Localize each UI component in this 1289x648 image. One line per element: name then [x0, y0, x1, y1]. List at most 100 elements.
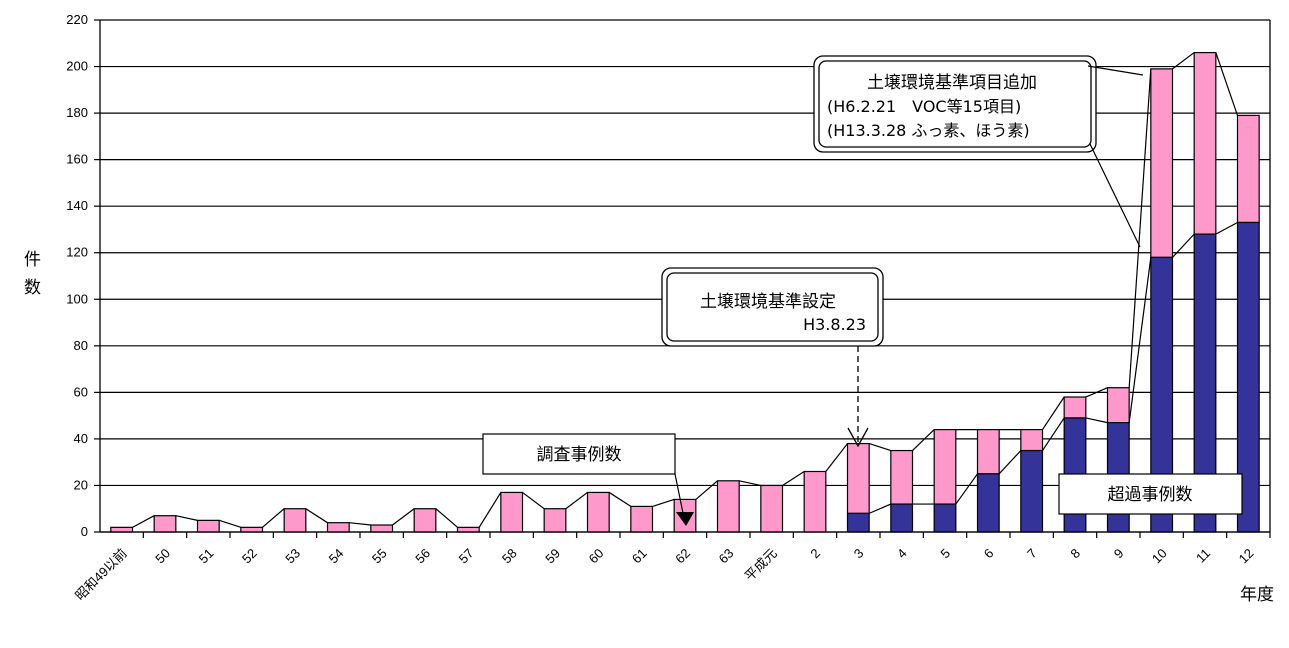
excess-connector-21: [1042, 417, 1065, 451]
x-tick-label-7: 7: [1024, 546, 1040, 562]
legend-excess-label: 超過事例数: [1108, 485, 1193, 505]
bar-survey-平成元: [760, 484, 784, 533]
legend-survey-arrowhead: [676, 512, 694, 526]
series-connector-lines: [132, 52, 1239, 528]
x-tick-label-2: 2: [807, 546, 823, 562]
survey-connector-6: [392, 508, 415, 526]
x-tick-label-60: 60: [586, 546, 607, 567]
bar-survey-60: [586, 491, 610, 533]
x-tick-label-55: 55: [369, 546, 390, 567]
bar-excess-7: [1020, 449, 1044, 533]
bar-survey-11: [1193, 51, 1217, 235]
bar-excess-6: [976, 473, 1000, 533]
y-tick-label-220: 220: [66, 12, 88, 27]
survey-connector-14: [739, 480, 761, 487]
annotation-standard-added-line2: (H6.2.21 VOC等15項目): [827, 97, 1021, 116]
survey-connector-2: [218, 519, 242, 528]
x-tick-label-52: 52: [239, 546, 260, 567]
survey-connector-22: [1085, 387, 1108, 398]
x-axis-label: 年度: [1240, 585, 1274, 605]
y-tick-labels: 0 20 40 60 80 100 120 140 160 180 200 220: [66, 12, 88, 539]
survey-connector-16: [825, 443, 848, 472]
axes: [94, 19, 1271, 538]
x-tick-label-57: 57: [456, 546, 477, 567]
y-tick-label-0: 0: [81, 524, 88, 539]
excess-connector-24: [1172, 233, 1195, 258]
survey-connector-17: [868, 442, 892, 452]
survey-connector-21: [1042, 396, 1065, 430]
bar-survey-51: [196, 519, 220, 533]
x-tick-label-6: 6: [981, 546, 997, 562]
bar-survey-5: [933, 429, 957, 505]
x-tick-label-51: 51: [196, 546, 217, 567]
bar-survey-昭和49以前: [110, 526, 134, 533]
x-tick-label-9: 9: [1111, 546, 1127, 562]
x-tick-label-59: 59: [542, 546, 563, 567]
y-tick-label-20: 20: [74, 477, 88, 492]
excess-connector-19: [955, 473, 978, 505]
x-tick-label-3: 3: [851, 546, 867, 562]
annotation-standard-added-leader-a: [1087, 65, 1144, 76]
x-tick-label-4: 4: [894, 546, 910, 562]
bar-survey-4: [890, 449, 914, 505]
bar-survey-2: [803, 470, 827, 533]
x-tick-label-昭和49以前: 昭和49以前: [72, 546, 130, 604]
bar-survey-59: [543, 508, 567, 533]
bar-survey-52: [240, 526, 264, 533]
x-tick-label-53: 53: [282, 546, 303, 567]
bar-survey-57: [456, 526, 480, 533]
survey-connector-11: [608, 491, 632, 507]
annotation-standard-added-line1: 土壌環境基準項目追加: [867, 73, 1037, 93]
survey-connector-4: [305, 508, 328, 524]
y-tick-label-80: 80: [74, 338, 88, 353]
annotation-standard-set-line2: H3.8.23: [803, 315, 866, 334]
survey-connector-25: [1215, 52, 1239, 116]
excess-connector-17: [868, 503, 892, 514]
survey-connector-12: [652, 498, 675, 507]
bar-survey-63: [716, 480, 740, 533]
survey-connector-7: [435, 508, 458, 528]
survey-connector-10: [565, 491, 588, 510]
x-tick-label-12: 12: [1236, 546, 1257, 567]
bar-survey-53: [283, 508, 307, 533]
survey-connector-13: [695, 480, 718, 500]
x-tick-label-62: 62: [672, 546, 693, 567]
survey-connector-15: [782, 470, 805, 486]
x-tick-label-5: 5: [937, 546, 953, 562]
bar-survey-6: [976, 429, 1000, 475]
bar-survey-56: [413, 508, 437, 533]
bar-excess-4: [890, 503, 914, 533]
y-tick-label-100: 100: [66, 291, 88, 306]
annotation-standard-added: 土壌環境基準項目追加 (H6.2.21 VOC等15項目) (H13.3.28 …: [813, 55, 1097, 153]
bar-survey-50: [153, 515, 177, 533]
bar-survey-8: [1063, 396, 1087, 419]
excess-connector-23: [1128, 257, 1152, 423]
excess-connector-22: [1085, 417, 1108, 424]
y-tick-label-60: 60: [74, 384, 88, 399]
excess-connector-25: [1215, 221, 1238, 235]
survey-connector-18: [912, 429, 935, 451]
x-tick-label-11: 11: [1193, 546, 1213, 566]
annotation-standard-added-leader-b: [1089, 143, 1141, 248]
survey-connector-24: [1172, 52, 1195, 70]
excess-connector-20: [998, 450, 1022, 475]
y-axis-label-1: 件: [24, 250, 41, 270]
y-tick-label-140: 140: [66, 198, 88, 213]
bar-excess-3: [846, 512, 870, 533]
x-tick-label-10: 10: [1149, 546, 1170, 567]
bar-survey-10: [1150, 68, 1174, 258]
bar-excess-5: [933, 503, 957, 533]
bar-survey-58: [500, 491, 524, 533]
survey-connector-5: [349, 522, 371, 526]
x-tick-label-50: 50: [152, 546, 173, 567]
x-tick-label-8: 8: [1067, 546, 1083, 562]
survey-connector-3: [262, 508, 285, 528]
survey-connector-0: [132, 515, 155, 528]
x-tick-labels: 昭和49以前 50 51 52 53 54 55 56 57 58 59 60 61 62 63 平成元 2 3 4…: [72, 546, 1256, 604]
bar-survey-54: [326, 522, 350, 533]
legend-survey-leader: [674, 473, 685, 519]
legend-survey-label: 調査事例数: [537, 445, 622, 465]
bar-survey-3: [846, 442, 870, 514]
x-tick-label-61: 61: [629, 546, 650, 567]
